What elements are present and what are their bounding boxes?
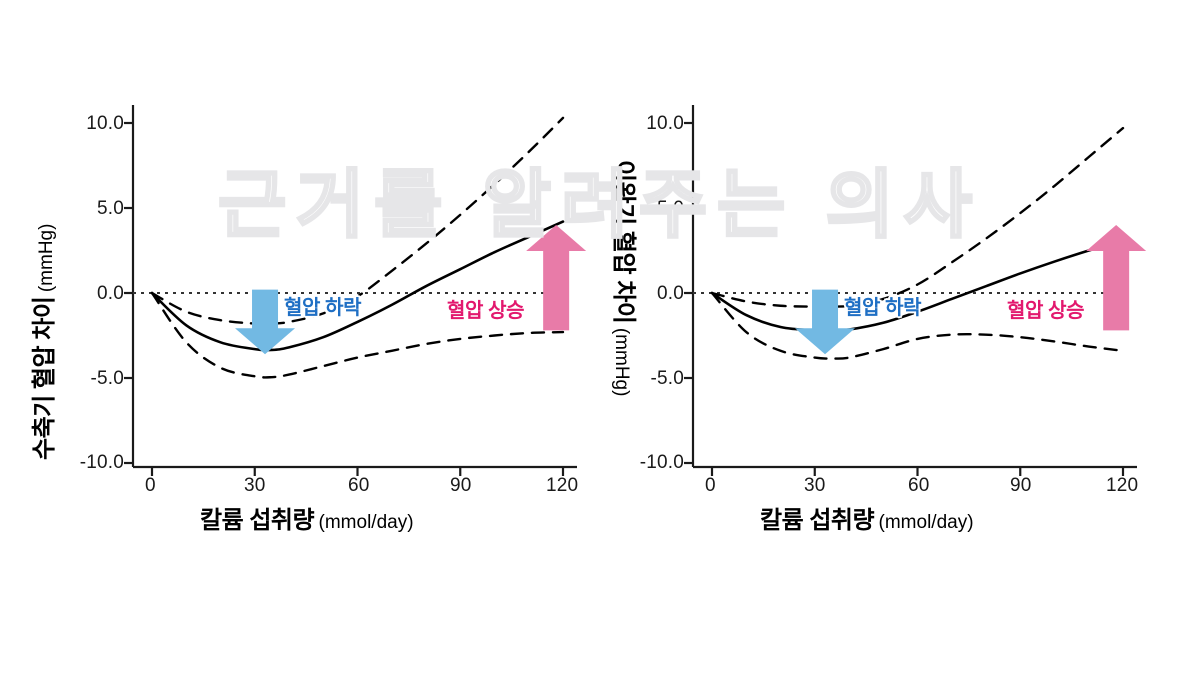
x-axis-title-ko: 칼륨 섭취량 bbox=[200, 507, 315, 534]
y-axis-title-ko: 이완기 혈압 차이 bbox=[610, 160, 637, 324]
arrow-up-icon bbox=[1086, 225, 1147, 331]
x-tick-label: 120 bbox=[1106, 475, 1139, 496]
annotation-bp-decrease: 혈압 하락 bbox=[284, 297, 362, 319]
y-tick-label: 10.0 bbox=[646, 113, 684, 134]
series-line-estimate bbox=[150, 220, 565, 352]
y-tick-label: -5.0 bbox=[650, 368, 684, 389]
y-axis-title: 수축기 혈압 차이 (mmHg) bbox=[24, 224, 59, 460]
y-axis-title-unit: (mmHg) bbox=[36, 223, 57, 293]
y-tick-label: 0.0 bbox=[96, 283, 124, 304]
x-axis-title-unit: (mmol/day) bbox=[318, 512, 414, 533]
x-tick-label: 90 bbox=[1010, 475, 1032, 496]
x-tick-label: 30 bbox=[804, 475, 826, 496]
x-tick-label: 90 bbox=[450, 475, 472, 496]
y-axis-title-ko: 수축기 혈압 차이 bbox=[31, 296, 58, 460]
x-tick-label: 60 bbox=[348, 475, 370, 496]
systolic-plot-svg bbox=[124, 105, 587, 476]
annotation-bp-increase: 혈압 상승 bbox=[447, 300, 525, 322]
arrow-down-icon bbox=[795, 289, 856, 355]
chart-panel-systolic: 10.0 5.0 0.0 -5.0 -10.0 0 30 60 90 120 칼… bbox=[24, 105, 587, 535]
x-axis-title: 칼륨 섭취량 (mmol/day) bbox=[760, 500, 974, 535]
y-axis-title-unit: (mmHg) bbox=[611, 327, 632, 397]
annotation-bp-increase: 혈압 상승 bbox=[1007, 300, 1085, 322]
y-axis-title: 이완기 혈압 차이 (mmHg) bbox=[609, 160, 644, 396]
arrow-up-icon bbox=[526, 225, 587, 331]
y-tick-label: 5.0 bbox=[96, 198, 124, 219]
series-line-lower-95ci bbox=[150, 291, 565, 379]
arrow-down-icon bbox=[235, 289, 296, 355]
series-line-estimate bbox=[710, 239, 1125, 332]
x-axis-title-ko: 칼륨 섭취량 bbox=[760, 507, 875, 534]
x-tick-label: 120 bbox=[546, 475, 579, 496]
y-tick-label: -10.0 bbox=[639, 452, 684, 473]
y-tick-label: 0.0 bbox=[656, 283, 684, 304]
x-tick-label: 60 bbox=[908, 475, 930, 496]
series-line-upper-95ci bbox=[150, 116, 565, 326]
y-tick-label: -5.0 bbox=[90, 368, 124, 389]
y-tick-label: -10.0 bbox=[79, 452, 124, 473]
y-tick-label: 5.0 bbox=[656, 198, 684, 219]
annotation-bp-decrease: 혈압 하락 bbox=[844, 297, 922, 319]
x-axis-title: 칼륨 섭취량 (mmol/day) bbox=[200, 500, 414, 535]
series-line-upper-95ci bbox=[710, 126, 1125, 308]
x-axis-title-unit: (mmol/day) bbox=[878, 512, 974, 533]
y-tick-label: 10.0 bbox=[86, 113, 124, 134]
diastolic-plot-svg bbox=[684, 105, 1147, 476]
x-tick-label: 30 bbox=[244, 475, 266, 496]
x-tick-label: 0 bbox=[145, 475, 156, 496]
chart-panel-diastolic: 10.0 5.0 0.0 -5.0 -10.0 0 30 60 90 120 칼… bbox=[600, 0, 1200, 675]
series-line-lower-95ci bbox=[710, 291, 1125, 360]
x-tick-label: 0 bbox=[705, 475, 716, 496]
